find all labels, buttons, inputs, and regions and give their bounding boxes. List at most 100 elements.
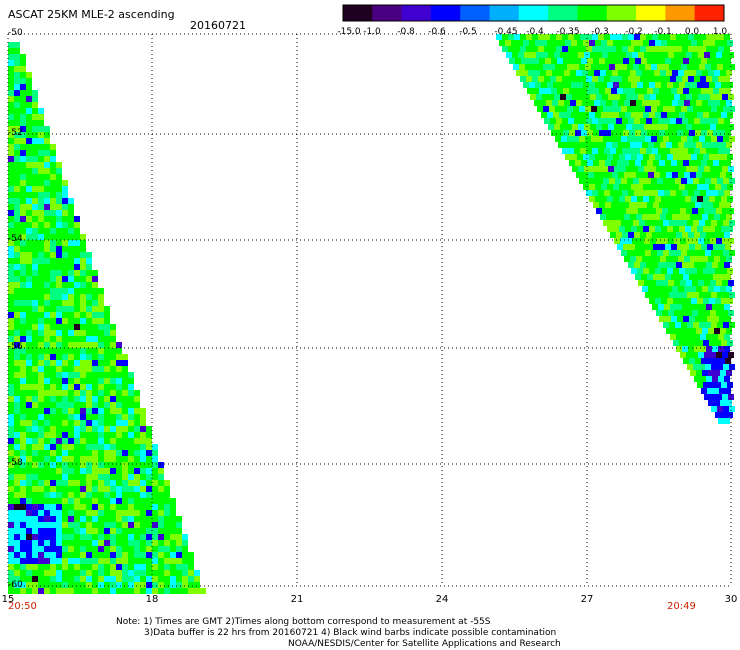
swath-cell [140,462,146,468]
swath-cell [80,312,86,318]
swath-cell [629,244,635,250]
swath-cell [80,426,86,432]
swath-cell [725,358,731,364]
swath-cell [695,358,701,364]
swath-cell [26,540,32,546]
swath-cell [509,58,515,64]
swath-cell [110,378,116,384]
swath-cell [20,300,26,306]
swath-cell [550,34,556,40]
swath-cell [44,216,50,222]
swath-cell [594,172,600,178]
swath-cell [613,154,619,160]
swath-cell [679,154,685,160]
swath-cell [86,306,92,312]
swath-cell [26,132,32,138]
swath-cell [98,408,104,414]
swath-cell [80,306,86,312]
swath-cell [632,238,638,244]
swath-cell [678,100,684,106]
swath-cell [710,352,716,358]
swath-cell [710,394,716,400]
swath-cell [539,58,545,64]
swath-cell [725,160,731,166]
lat-label: -58 [8,458,23,468]
swath-cell [50,522,56,528]
swath-cell [711,364,717,370]
swath-cell [613,226,619,232]
swath-cell [656,166,662,172]
swath-cell [562,76,568,82]
swath-cell [110,516,116,522]
swath-cell [38,174,44,180]
swath-cell [86,330,92,336]
swath-cell [188,576,194,582]
swath-cell [643,268,649,274]
swath-cell [626,94,632,100]
swath-cell [701,88,707,94]
swath-cell [686,352,692,358]
swath-cell [723,364,729,370]
swath-cell [613,184,619,190]
swath-cell [726,328,732,334]
swath-cell [50,366,56,372]
swath-cell [586,148,592,154]
swath-cell [702,70,708,76]
swath-cell [607,196,613,202]
swath-cell [56,552,62,558]
swath-cell [673,226,679,232]
swath-cell [664,76,670,82]
swath-cell [691,184,697,190]
swath-cell [704,52,710,58]
swath-cell [570,142,576,148]
swath-cell [50,162,56,168]
swath-cell [44,564,50,570]
swath-cell [14,540,20,546]
swath-cell [602,124,608,130]
swath-cell [724,118,730,124]
swath-cell [718,118,724,124]
swath-cell [683,202,689,208]
swath-cell [686,310,692,316]
swath-cell [68,396,74,402]
swath-cell [646,262,652,268]
swath-cell [688,262,694,268]
swath-cell [604,76,610,82]
swath-cell [128,462,134,468]
swath-cell [38,186,44,192]
swath-cell [619,112,625,118]
swath-cell [74,420,80,426]
swath-cell [80,378,86,384]
swath-cell [116,486,122,492]
swath-cell [38,486,44,492]
swath-cell [8,366,14,372]
swath-cell [594,70,600,76]
swath-cell [680,124,686,130]
swath-cell [32,318,38,324]
swath-cell [585,136,591,142]
swath-cell [86,426,92,432]
swath-cell [128,540,134,546]
swath-cell [630,142,636,148]
swath-cell [56,540,62,546]
swath-cell [677,88,683,94]
swath-cell [62,432,68,438]
swath-cell [44,528,50,534]
swath-cell [68,246,74,252]
swath-cell [74,372,80,378]
swath-cell [648,142,654,148]
swath-cell [104,402,110,408]
swath-cell [38,396,44,402]
swath-cell [14,510,20,516]
swath-cell [62,492,68,498]
swath-cell [32,324,38,330]
swath-cell [146,492,152,498]
swath-cell [14,204,20,210]
swath-cell [8,168,14,174]
swath-cell [68,228,74,234]
swath-cell [104,408,110,414]
swath-cell [513,64,519,70]
swath-cell [571,40,577,46]
swath-cell [712,46,718,52]
swath-cell [582,100,588,106]
